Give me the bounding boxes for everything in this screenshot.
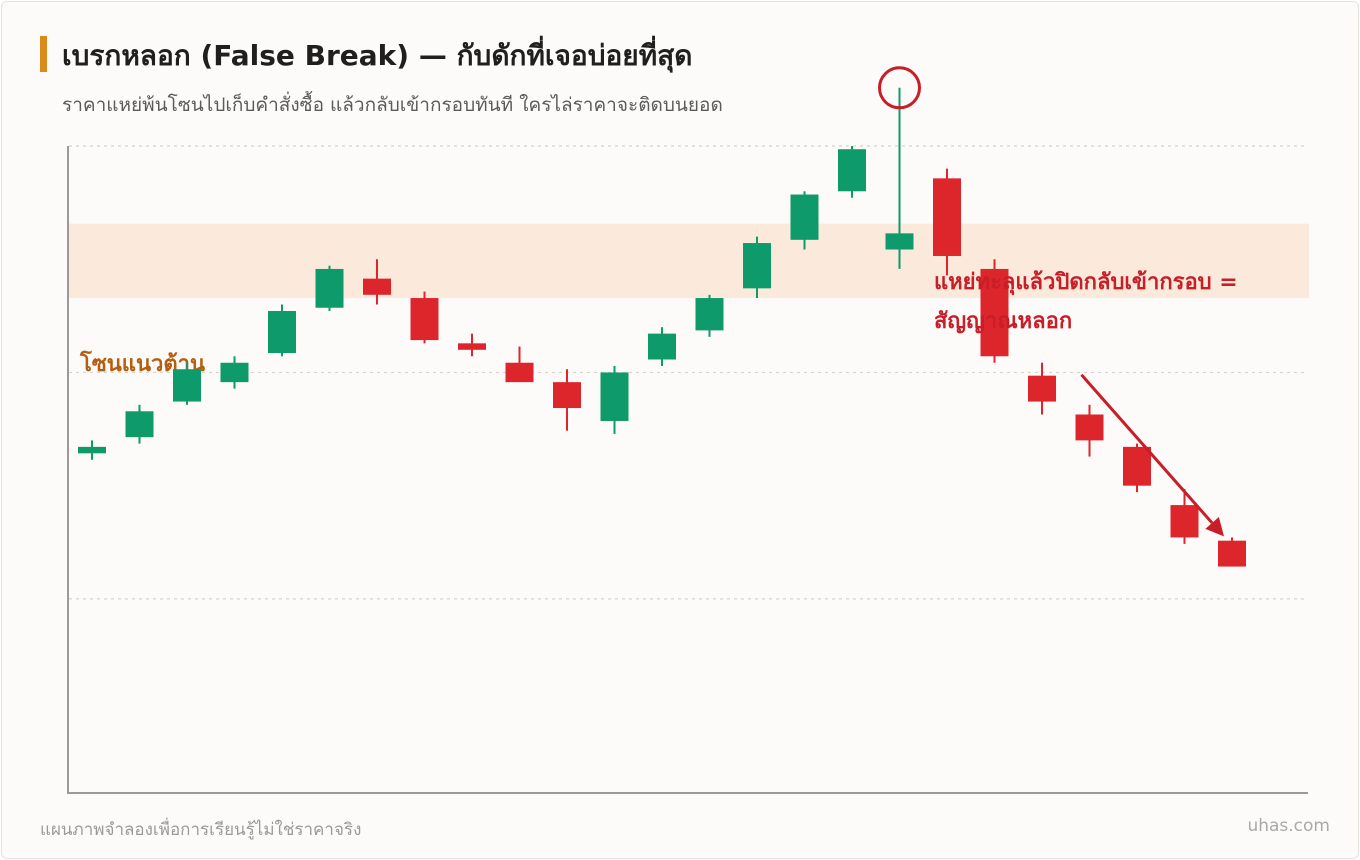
candle-body-18: [933, 178, 961, 256]
candle-12: [648, 327, 676, 366]
title-accent-bar: [40, 36, 47, 72]
candle-body-5: [315, 268, 344, 308]
candle-body-23: [1170, 505, 1199, 538]
candle-16: [838, 146, 866, 198]
annotation-line-2: สัญญาณหลอก: [934, 309, 1072, 334]
candle-24: [1218, 537, 1246, 567]
grid-layer: [69, 145, 1308, 600]
candle-18: [933, 168, 961, 276]
axes: [67, 146, 1308, 794]
candle-10: [553, 369, 581, 431]
candle-body-15: [790, 194, 819, 240]
candle-17: [885, 87, 914, 269]
candle-7: [410, 291, 439, 344]
candle-body-22: [1123, 446, 1151, 486]
candle-body-10: [553, 382, 581, 409]
candle-6: [363, 259, 391, 305]
candle-1: [125, 404, 154, 444]
candle-13: [695, 294, 724, 337]
candle-body-8: [458, 343, 486, 350]
candle-body-16: [838, 149, 866, 192]
candle-11: [600, 365, 629, 434]
candle-14: [743, 236, 771, 299]
candle-body-7: [410, 298, 439, 341]
candle-body-11: [600, 372, 629, 421]
brand-label: uhas.com: [1247, 816, 1330, 836]
candles-layer: [78, 87, 1246, 567]
annotation-line-1: แหย่ทะลุแล้วปิดกลับเข้ากรอบ =: [934, 270, 1238, 296]
candle-body-0: [78, 446, 106, 454]
downtrend-arrow-head: [1205, 516, 1224, 537]
candle-body-12: [648, 333, 676, 360]
candle-2: [173, 362, 201, 405]
page-title: เบรกหลอก (False Break) — กับดักที่เจอบ่อ…: [62, 39, 693, 72]
candle-body-14: [743, 243, 771, 289]
false-break-circle: [878, 66, 921, 110]
zone-layer: [68, 223, 1309, 299]
candle-body-9: [505, 362, 534, 383]
candle-body-4: [268, 310, 296, 354]
candle-5: [315, 265, 344, 311]
candle-body-20: [1028, 375, 1056, 402]
candle-body-13: [695, 298, 724, 331]
candle-body-3: [220, 362, 249, 383]
candle-8: [458, 333, 486, 357]
page-subtitle: ราคาแหย่พ้นโซนไปเก็บคำสั่งซื้อ แล้วกลับเ…: [62, 94, 723, 116]
candle-9: [505, 346, 534, 383]
candle-body-1: [125, 411, 154, 438]
candle-body-6: [363, 278, 391, 295]
footer-disclaimer: แผนภาพจำลองเพื่อการเรียนรู้ไม่ใช่ราคาจริ…: [40, 820, 362, 840]
downtrend-arrow-shaft: [1080, 373, 1214, 524]
resistance-zone-band: [68, 223, 1309, 299]
candle-0: [78, 440, 106, 460]
candle-4: [268, 304, 296, 357]
candle-body-19: [980, 268, 1009, 357]
candle-body-24: [1218, 540, 1246, 567]
candle-15: [790, 191, 819, 250]
candle-19: [980, 259, 1009, 363]
annotation-layer: แหย่ทะลุแล้วปิดกลับเข้ากรอบ = สัญญาณหลอก: [878, 66, 1238, 537]
candle-body-17: [885, 233, 914, 250]
candle-body-2: [173, 369, 201, 402]
candle-3: [220, 356, 249, 389]
candle-21: [1075, 404, 1104, 457]
candle-22: [1123, 443, 1151, 493]
candle-20: [1028, 362, 1056, 415]
candle-body-21: [1075, 414, 1104, 441]
candle-23: [1170, 488, 1199, 544]
